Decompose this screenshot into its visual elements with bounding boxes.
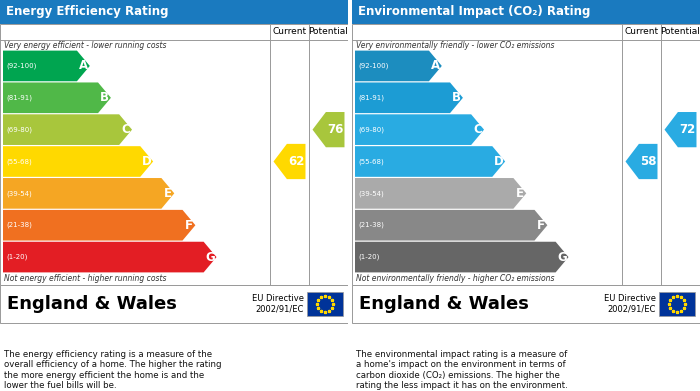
- Text: G: G: [557, 251, 567, 264]
- Text: (92-100): (92-100): [6, 63, 36, 69]
- Text: (55-68): (55-68): [358, 158, 384, 165]
- Text: F: F: [537, 219, 545, 232]
- Bar: [352, 24, 700, 285]
- Text: Current: Current: [272, 27, 307, 36]
- Text: (1-20): (1-20): [6, 254, 27, 260]
- Text: Very energy efficient - lower running costs: Very energy efficient - lower running co…: [4, 41, 167, 50]
- Bar: [659, 292, 695, 316]
- Text: Current: Current: [624, 27, 659, 36]
- Polygon shape: [355, 242, 568, 273]
- Text: E: E: [516, 187, 524, 200]
- Polygon shape: [3, 178, 174, 209]
- Polygon shape: [355, 83, 463, 113]
- Text: Not energy efficient - higher running costs: Not energy efficient - higher running co…: [4, 274, 167, 283]
- Text: A: A: [430, 59, 440, 72]
- Polygon shape: [3, 50, 90, 81]
- Text: Very environmentally friendly - lower CO₂ emissions: Very environmentally friendly - lower CO…: [356, 41, 554, 50]
- Polygon shape: [312, 112, 344, 147]
- Polygon shape: [3, 242, 216, 273]
- Text: C: C: [473, 123, 482, 136]
- Text: EU Directive
2002/91/EC: EU Directive 2002/91/EC: [252, 294, 304, 314]
- Text: The environmental impact rating is a measure of
a home's impact on the environme: The environmental impact rating is a mea…: [356, 350, 568, 390]
- Text: 62: 62: [288, 155, 304, 168]
- Text: The energy efficiency rating is a measure of the
overall efficiency of a home. T: The energy efficiency rating is a measur…: [4, 350, 221, 390]
- Bar: [348, 0, 352, 391]
- Text: Not environmentally friendly - higher CO₂ emissions: Not environmentally friendly - higher CO…: [356, 274, 554, 283]
- Text: 58: 58: [640, 155, 657, 168]
- Polygon shape: [3, 146, 153, 177]
- Polygon shape: [355, 178, 526, 209]
- Bar: [0, 0, 348, 24]
- Text: EU Directive
2002/91/EC: EU Directive 2002/91/EC: [604, 294, 656, 314]
- Text: (55-68): (55-68): [6, 158, 32, 165]
- Polygon shape: [274, 144, 305, 179]
- Text: (81-91): (81-91): [358, 95, 384, 101]
- Polygon shape: [355, 50, 442, 81]
- Text: (21-38): (21-38): [358, 222, 384, 228]
- Bar: [352, 285, 700, 323]
- Polygon shape: [355, 114, 484, 145]
- Text: 72: 72: [679, 123, 695, 136]
- Bar: [307, 292, 343, 316]
- Polygon shape: [355, 146, 505, 177]
- Polygon shape: [3, 114, 132, 145]
- Text: (21-38): (21-38): [6, 222, 32, 228]
- Text: England & Wales: England & Wales: [7, 295, 177, 313]
- Bar: [0, 285, 348, 323]
- Text: (39-54): (39-54): [358, 190, 384, 197]
- Bar: [0, 24, 348, 285]
- Text: Potential: Potential: [309, 27, 349, 36]
- Text: (69-80): (69-80): [6, 126, 32, 133]
- Text: G: G: [205, 251, 215, 264]
- Text: 76: 76: [327, 123, 344, 136]
- Text: (92-100): (92-100): [358, 63, 388, 69]
- Text: B: B: [452, 91, 461, 104]
- Text: C: C: [121, 123, 130, 136]
- Bar: [352, 0, 700, 24]
- Text: E: E: [164, 187, 172, 200]
- Polygon shape: [664, 112, 696, 147]
- Text: D: D: [142, 155, 152, 168]
- Text: Environmental Impact (CO₂) Rating: Environmental Impact (CO₂) Rating: [358, 5, 590, 18]
- Polygon shape: [3, 210, 195, 240]
- Text: (1-20): (1-20): [358, 254, 379, 260]
- Text: (39-54): (39-54): [6, 190, 32, 197]
- Text: Potential: Potential: [661, 27, 700, 36]
- Polygon shape: [626, 144, 657, 179]
- Polygon shape: [3, 83, 111, 113]
- Text: B: B: [100, 91, 109, 104]
- Text: A: A: [79, 59, 88, 72]
- Text: (81-91): (81-91): [6, 95, 32, 101]
- Text: England & Wales: England & Wales: [359, 295, 529, 313]
- Text: F: F: [185, 219, 193, 232]
- Polygon shape: [355, 210, 547, 240]
- Text: D: D: [494, 155, 503, 168]
- Text: Energy Efficiency Rating: Energy Efficiency Rating: [6, 5, 169, 18]
- Text: (69-80): (69-80): [358, 126, 384, 133]
